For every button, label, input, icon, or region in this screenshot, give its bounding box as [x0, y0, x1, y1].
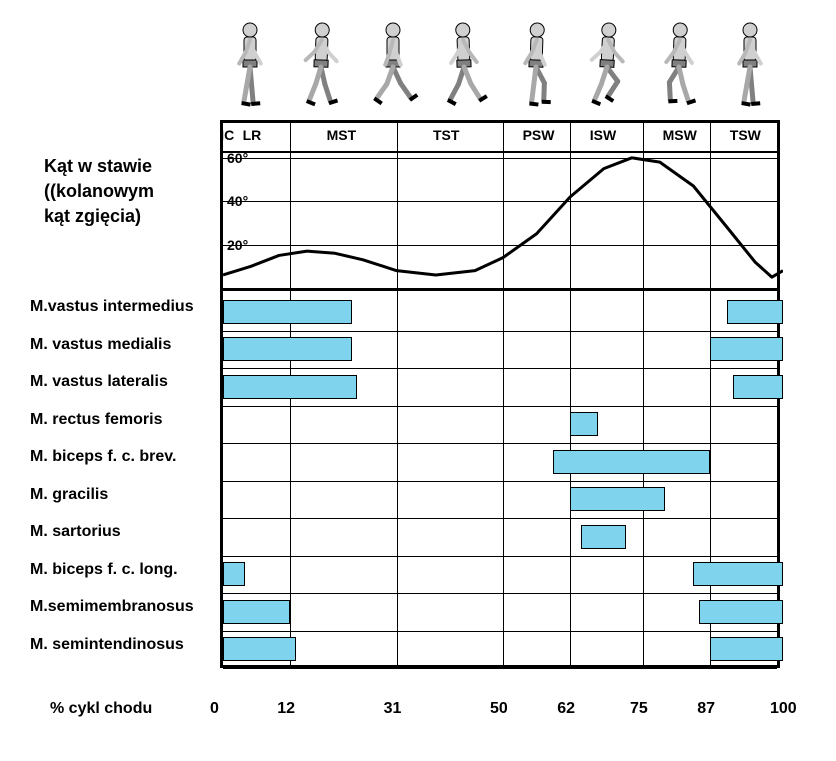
angle-title-line: ((kolanowym: [44, 181, 154, 201]
phase-label: MST: [327, 127, 357, 143]
muscle-activity-bar: [223, 637, 296, 661]
phase-label: TST: [433, 127, 459, 143]
row-gridline: [223, 368, 777, 369]
angle-tick-label: 40°: [227, 193, 248, 209]
xaxis-title: % cykl chodu: [50, 700, 152, 718]
muscle-activity-bar: [727, 300, 783, 324]
phase-label: IC: [220, 127, 234, 143]
xaxis-tick: 50: [490, 700, 508, 718]
row-gridline: [223, 481, 777, 482]
xaxis-tick: 87: [697, 700, 715, 718]
row-gridline: [223, 668, 777, 669]
muscle-bars-section: [223, 293, 777, 668]
angle-title-line: kąt zgięcia): [44, 206, 141, 226]
muscle-activity-bar: [710, 637, 783, 661]
walker-icon: [291, 20, 351, 110]
muscle-activity-bar: [223, 375, 357, 399]
walker-icon: [363, 20, 423, 110]
angle-title-line: Kąt w stawie: [44, 156, 152, 176]
muscle-label: M. rectus femoris: [30, 411, 162, 429]
xaxis-tick: 100: [770, 700, 797, 718]
muscle-label: M. vastus medialis: [30, 336, 171, 354]
walker-row: [220, 20, 780, 115]
phase-labels-row: IC LR MST TST PSW ISW MSW TSW: [223, 123, 777, 151]
muscle-label: M. sartorius: [30, 523, 121, 541]
phase-label: ISW: [590, 127, 616, 143]
walker-icon: [506, 20, 566, 110]
muscle-activity-bar: [223, 337, 352, 361]
xaxis-tick: 12: [277, 700, 295, 718]
xaxis-tick: 75: [630, 700, 648, 718]
muscle-activity-bar: [693, 562, 783, 586]
angle-gridline: [223, 201, 777, 202]
muscle-activity-bar: [570, 412, 598, 436]
muscle-label: M. gracilis: [30, 486, 108, 504]
phase-label: LR: [243, 127, 262, 143]
angle-section: 60° 40° 20°: [223, 151, 777, 291]
walker-icon: [577, 20, 637, 110]
row-gridline: [223, 443, 777, 444]
walker-icon: [649, 20, 709, 110]
muscle-label: M.vastus intermedius: [30, 298, 194, 316]
row-gridline: [223, 593, 777, 594]
phase-label: MSW: [663, 127, 697, 143]
muscle-activity-bar: [570, 487, 665, 511]
chart-box: IC LR MST TST PSW ISW MSW TSW 60° 40° 20°: [220, 120, 780, 668]
muscle-label: M. semintendinosus: [30, 636, 184, 654]
muscle-activity-bar: [553, 450, 710, 474]
row-gridline: [223, 331, 777, 332]
walker-icon: [220, 20, 280, 110]
muscle-activity-bar: [710, 337, 783, 361]
muscle-label: M. biceps f. c. brev.: [30, 448, 176, 466]
muscle-activity-bar: [699, 600, 783, 624]
xaxis-tick: 62: [557, 700, 575, 718]
xaxis-tick: 0: [210, 700, 219, 718]
row-gridline: [223, 631, 777, 632]
walker-icon: [720, 20, 780, 110]
muscle-label: M. vastus lateralis: [30, 373, 168, 391]
phase-label: PSW: [523, 127, 555, 143]
muscle-label: M. biceps f. c. long.: [30, 561, 178, 579]
angle-gridline: [223, 158, 777, 159]
row-gridline: [223, 518, 777, 519]
knee-angle-curve: [223, 153, 783, 293]
walker-icon: [434, 20, 494, 110]
angle-tick-label: 20°: [227, 237, 248, 253]
angle-gridline: [223, 245, 777, 246]
muscle-activity-bar: [223, 300, 352, 324]
muscle-activity-bar: [581, 525, 626, 549]
muscle-label: M.semimembranosus: [30, 598, 194, 616]
knee-flexion-curve: [223, 158, 783, 277]
xaxis-tick: 31: [384, 700, 402, 718]
row-gridline: [223, 556, 777, 557]
muscle-activity-bar: [733, 375, 783, 399]
angle-tick-label: 60°: [227, 150, 248, 166]
phase-label: TSW: [730, 127, 761, 143]
muscle-activity-bar: [223, 600, 290, 624]
muscle-activity-bar: [223, 562, 245, 586]
angle-axis-title: Kąt w stawie ((kolanowym kąt zgięcia): [44, 154, 154, 230]
row-gridline: [223, 406, 777, 407]
